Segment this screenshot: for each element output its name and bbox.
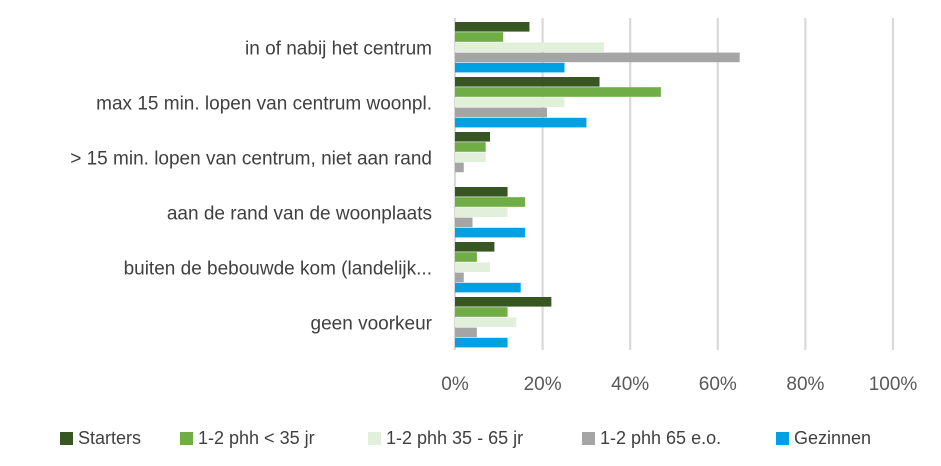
bar <box>455 162 464 173</box>
category-label: aan de rand van de woonplaats <box>167 204 432 225</box>
legend-label: 1-2 phh 65 e.o. <box>600 428 721 448</box>
legend-swatch <box>180 432 193 445</box>
bar <box>455 262 491 272</box>
bar <box>455 242 495 252</box>
bar <box>455 187 508 197</box>
legend-label: 1-2 phh < 35 jr <box>198 428 315 448</box>
category-label: in of nabij het centrum <box>245 39 432 60</box>
legend-swatch <box>60 432 73 445</box>
category-labels: in of nabij het centrum max 15 min. lopen… <box>70 39 432 335</box>
bar <box>455 107 547 118</box>
x-tick-label: 100% <box>869 374 918 395</box>
bar <box>455 272 464 283</box>
bar <box>455 132 491 142</box>
bar <box>455 337 508 348</box>
bar <box>455 207 508 217</box>
x-tick-label: 40% <box>611 374 649 395</box>
bar <box>455 282 521 293</box>
x-tick-label: 80% <box>786 374 824 395</box>
legend-label: Gezinnen <box>794 428 871 448</box>
x-axis-tick-labels: 0% 20% 40% 60% 80% 100% <box>441 374 917 395</box>
legend-swatch <box>582 432 595 445</box>
bar <box>455 307 508 317</box>
bar <box>455 22 530 32</box>
x-tick-label: 60% <box>699 374 737 395</box>
bar <box>455 297 552 307</box>
category-label: > 15 min. lopen van centrum, niet aan ra… <box>70 149 432 170</box>
bar <box>455 52 740 63</box>
legend-label: Starters <box>78 428 141 448</box>
x-tick-label: 0% <box>441 374 469 395</box>
bar <box>455 197 526 207</box>
category-label: buiten de bebouwde kom (landelijk... <box>124 259 432 280</box>
legend-swatch <box>368 432 381 445</box>
legend-swatch <box>776 432 789 445</box>
bar <box>455 252 477 262</box>
bar <box>455 217 473 228</box>
bar <box>455 227 526 238</box>
bar <box>455 152 486 162</box>
legend-label: 1-2 phh 35 - 65 jr <box>386 428 523 448</box>
legend: Starters 1-2 phh < 35 jr 1-2 phh 35 - 65 j… <box>60 428 871 448</box>
bars <box>455 22 740 348</box>
bar <box>455 32 504 42</box>
bar <box>455 117 587 128</box>
bar <box>455 97 565 107</box>
category-label: max 15 min. lopen van centrum woonpl. <box>96 94 432 115</box>
bar <box>455 62 565 73</box>
bar <box>455 87 661 97</box>
bar <box>455 42 604 52</box>
bar <box>455 142 486 152</box>
bar <box>455 317 517 327</box>
x-tick-label: 20% <box>524 374 562 395</box>
gridlines <box>453 18 895 350</box>
category-label: geen voorkeur <box>311 314 433 335</box>
bar <box>455 77 600 87</box>
bar <box>455 327 477 338</box>
